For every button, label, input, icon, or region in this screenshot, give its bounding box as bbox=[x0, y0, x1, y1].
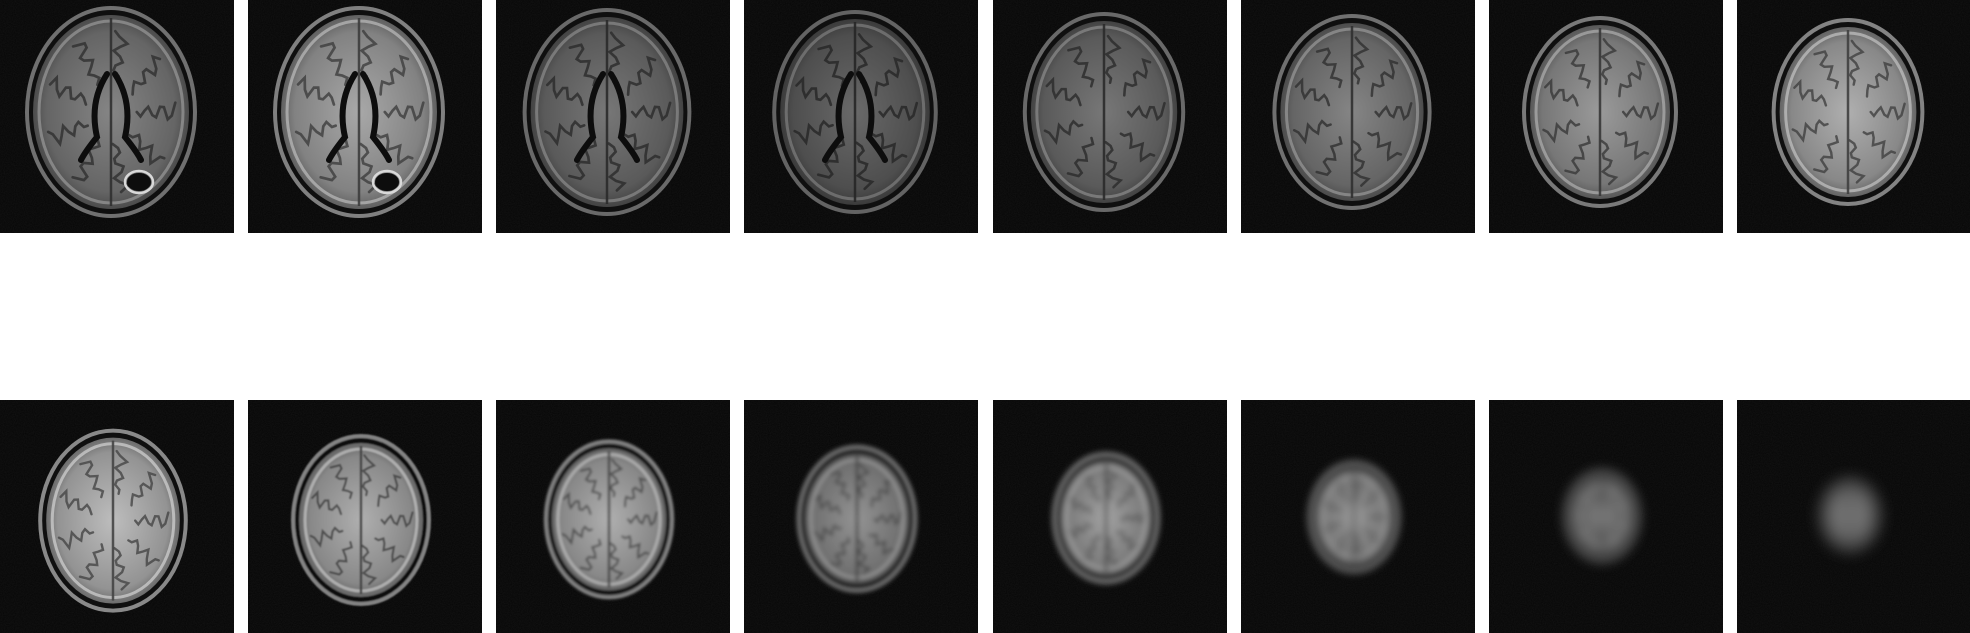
mri-slice-r1-c6 bbox=[1241, 0, 1475, 233]
mri-slice-image bbox=[744, 0, 978, 233]
mri-slice-image bbox=[248, 400, 482, 633]
mri-slice-r1-c8 bbox=[1737, 0, 1970, 233]
mri-slice-r1-c5 bbox=[993, 0, 1227, 233]
mri-slice-image bbox=[0, 0, 234, 233]
mri-slice-image bbox=[993, 400, 1227, 633]
mri-slice-r2-c7 bbox=[1489, 400, 1723, 633]
mri-slice-image bbox=[1489, 400, 1723, 633]
mri-slice-image bbox=[248, 0, 482, 233]
mri-slice-r2-c5 bbox=[993, 400, 1227, 633]
mri-slice-image bbox=[0, 400, 234, 633]
mri-slice-image bbox=[993, 0, 1227, 233]
mri-slice-r1-c7 bbox=[1489, 0, 1723, 233]
mri-slice-r2-c6 bbox=[1241, 400, 1475, 633]
mri-slice-r1-c2 bbox=[248, 0, 482, 233]
mri-slice-image bbox=[496, 400, 730, 633]
mri-slice-r2-c3 bbox=[496, 400, 730, 633]
mri-slice-image bbox=[1489, 0, 1723, 233]
mri-slice-image bbox=[496, 0, 730, 233]
mri-slice-image bbox=[744, 400, 978, 633]
mri-slice-r2-c4 bbox=[744, 400, 978, 633]
mri-slice-image bbox=[1737, 0, 1970, 233]
mri-slice-r1-c1 bbox=[0, 0, 234, 233]
mri-slice-r2-c8 bbox=[1737, 400, 1970, 633]
mri-slice-r2-c2 bbox=[248, 400, 482, 633]
mri-slice-r2-c1 bbox=[0, 400, 234, 633]
mri-slice-r1-c3 bbox=[496, 0, 730, 233]
mri-slice-r1-c4 bbox=[744, 0, 978, 233]
mri-slice-image bbox=[1241, 400, 1475, 633]
mri-slice-image bbox=[1241, 0, 1475, 233]
mri-slice-image bbox=[1737, 400, 1970, 633]
